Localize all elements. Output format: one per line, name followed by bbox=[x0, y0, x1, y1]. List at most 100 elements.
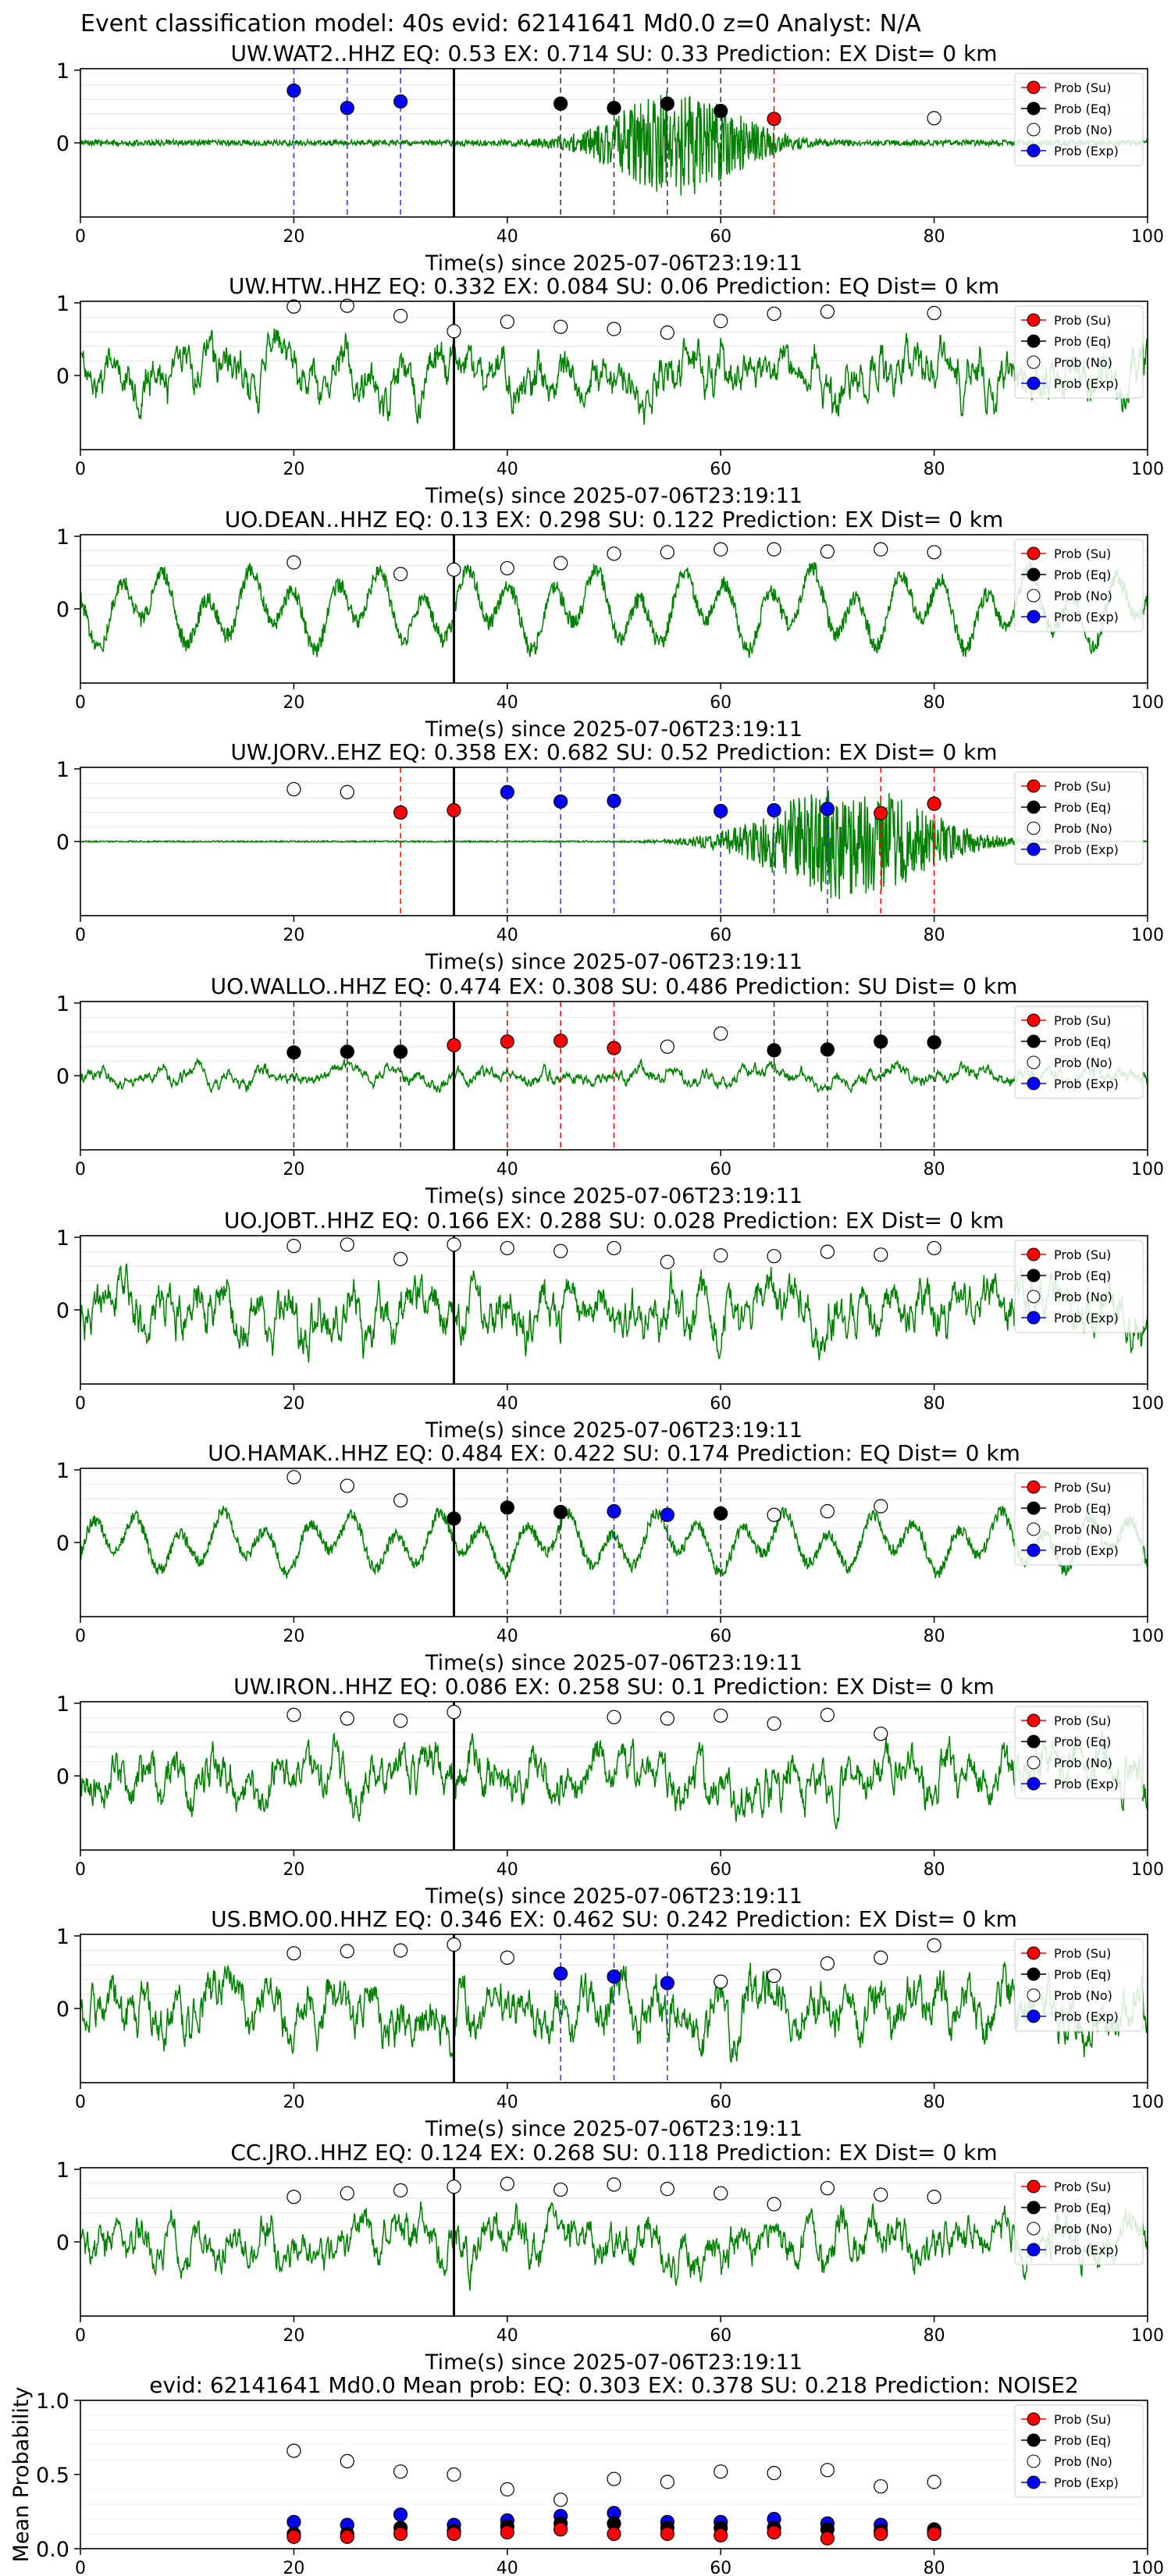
prob-point-no bbox=[660, 545, 674, 560]
prob-point-no bbox=[447, 2179, 461, 2194]
prob-point-exp bbox=[820, 802, 835, 817]
legend-marker bbox=[1027, 1967, 1041, 1981]
prob-point-eq bbox=[447, 1511, 461, 1526]
prob-point-exp bbox=[607, 1503, 621, 1519]
legend-entry: Prob (Exp) bbox=[1054, 1777, 1119, 1791]
legend-box bbox=[1014, 1240, 1144, 1333]
prob-point-no bbox=[287, 1239, 301, 1254]
prob-point-no bbox=[500, 560, 514, 576]
legend-marker bbox=[1027, 1946, 1041, 1960]
mean-point-no bbox=[820, 2463, 835, 2478]
chart-panel-2: UO.DEAN..HHZ EQ: 0.13 EX: 0.298 SU: 0.12… bbox=[56, 507, 1164, 742]
legend-marker bbox=[1027, 1713, 1041, 1727]
x-tick-label: 80 bbox=[924, 926, 945, 945]
legend-entry: Prob (Eq) bbox=[1054, 101, 1111, 116]
x-tick-label: 20 bbox=[283, 227, 304, 247]
legend-marker bbox=[1027, 1055, 1041, 1069]
prob-point-su bbox=[927, 796, 941, 811]
prob-point-no bbox=[927, 305, 941, 321]
legend-marker bbox=[1027, 2222, 1041, 2236]
legend-entry: Prob (Eq) bbox=[1054, 568, 1111, 582]
x-tick-label: 40 bbox=[497, 1627, 518, 1646]
x-tick-label: 60 bbox=[710, 227, 731, 247]
prob-point-eq bbox=[820, 1042, 835, 1057]
x-tick-label: 20 bbox=[283, 693, 304, 713]
mean-point-su bbox=[340, 2529, 354, 2544]
x-tick-label: 0 bbox=[75, 460, 86, 479]
x-tick-label: 60 bbox=[710, 2326, 731, 2346]
x-tick-label: 40 bbox=[497, 1860, 518, 1880]
y-tick-label: 1 bbox=[56, 1226, 69, 1251]
prob-point-no bbox=[714, 1248, 728, 1263]
mean-point-exp bbox=[393, 2507, 408, 2522]
legend-marker bbox=[1027, 1543, 1041, 1557]
panel-title: evid: 62141641 Md0.0 Mean prob: EQ: 0.30… bbox=[149, 2372, 1079, 2398]
mean-point-no bbox=[874, 2479, 888, 2494]
legend-marker bbox=[1027, 2009, 1041, 2023]
prob-point-no bbox=[820, 1707, 835, 1722]
legend-entry: Prob (No) bbox=[1054, 355, 1112, 370]
legend-marker bbox=[1027, 2475, 1041, 2489]
prob-point-su bbox=[553, 1034, 568, 1048]
legend-entry: Prob (Eq) bbox=[1054, 800, 1111, 815]
prob-point-eq bbox=[553, 96, 568, 111]
chart-panel-6: UO.HAMAK..HHZ EQ: 0.484 EX: 0.422 SU: 0.… bbox=[56, 1440, 1164, 1675]
prob-point-no bbox=[340, 2186, 354, 2201]
legend-entry: Prob (Su) bbox=[1054, 2412, 1111, 2427]
legend-marker bbox=[1027, 589, 1041, 603]
prob-point-no bbox=[287, 299, 301, 314]
prob-point-eq bbox=[553, 1504, 568, 1520]
legend-entry: Prob (No) bbox=[1054, 1756, 1112, 1770]
x-tick-label: 80 bbox=[924, 2093, 945, 2112]
prob-point-no bbox=[927, 111, 941, 126]
mean-point-exp bbox=[287, 2514, 301, 2529]
x-tick-label: 60 bbox=[710, 1627, 731, 1646]
prob-point-no bbox=[287, 1707, 301, 1722]
x-tick-label: 100 bbox=[1131, 227, 1164, 247]
x-tick-label: 20 bbox=[283, 1394, 304, 1414]
x-tick-label: 80 bbox=[924, 1160, 945, 1179]
y-tick-label: 0.5 bbox=[36, 2464, 69, 2488]
x-tick-label: 100 bbox=[1131, 460, 1164, 479]
legend-entry: Prob (Su) bbox=[1054, 1247, 1111, 1262]
prob-point-eq bbox=[340, 1044, 354, 1059]
mean-point-no bbox=[767, 2466, 781, 2481]
prob-point-no bbox=[447, 324, 461, 339]
panel-title: UW.WAT2..HHZ EQ: 0.53 EX: 0.714 SU: 0.33… bbox=[230, 41, 997, 66]
prob-point-no bbox=[660, 326, 674, 340]
prob-point-no bbox=[340, 1478, 354, 1493]
waveform-trace bbox=[80, 790, 1148, 899]
y-tick-label: 1 bbox=[56, 59, 69, 84]
legend-entry: Prob (Exp) bbox=[1054, 376, 1119, 391]
prob-point-no bbox=[553, 319, 568, 334]
legend-marker bbox=[1027, 80, 1041, 94]
legend-entry: Prob (No) bbox=[1054, 2222, 1112, 2236]
chart-panel-8: US.BMO.00.HHZ EQ: 0.346 EX: 0.462 SU: 0.… bbox=[56, 1906, 1164, 2141]
mean-point-su bbox=[660, 2526, 674, 2542]
waveform-trace bbox=[80, 2201, 1148, 2291]
x-tick-label: 0 bbox=[75, 1860, 86, 1880]
prob-point-no bbox=[767, 1969, 781, 1984]
legend-entry: Prob (Su) bbox=[1054, 2179, 1111, 2194]
prob-point-no bbox=[500, 1950, 514, 1965]
legend-entry: Prob (Eq) bbox=[1054, 2201, 1111, 2215]
prob-point-no bbox=[340, 1237, 354, 1252]
legend-marker bbox=[1027, 1522, 1041, 1536]
legend-marker bbox=[1027, 144, 1041, 158]
waveform-trace bbox=[80, 561, 1148, 658]
prob-point-no bbox=[447, 1237, 461, 1252]
legend-marker bbox=[1027, 1756, 1041, 1770]
x-tick-label: 100 bbox=[1131, 2326, 1164, 2346]
x-tick-label: 20 bbox=[283, 1860, 304, 1880]
panel-title: UO.JOBT..HHZ EQ: 0.166 EX: 0.288 SU: 0.0… bbox=[224, 1208, 1004, 1233]
prob-point-no bbox=[660, 1039, 674, 1054]
prob-point-exp bbox=[553, 794, 568, 809]
prob-point-eq bbox=[714, 103, 728, 119]
x-tick-label: 60 bbox=[710, 2093, 731, 2112]
prob-point-no bbox=[607, 1240, 621, 1256]
x-tick-label: 60 bbox=[710, 926, 731, 945]
mean-point-no bbox=[553, 2492, 568, 2507]
legend-entry: Prob (Su) bbox=[1054, 1480, 1111, 1495]
legend-box bbox=[1014, 305, 1144, 399]
prob-point-no bbox=[820, 1503, 835, 1519]
